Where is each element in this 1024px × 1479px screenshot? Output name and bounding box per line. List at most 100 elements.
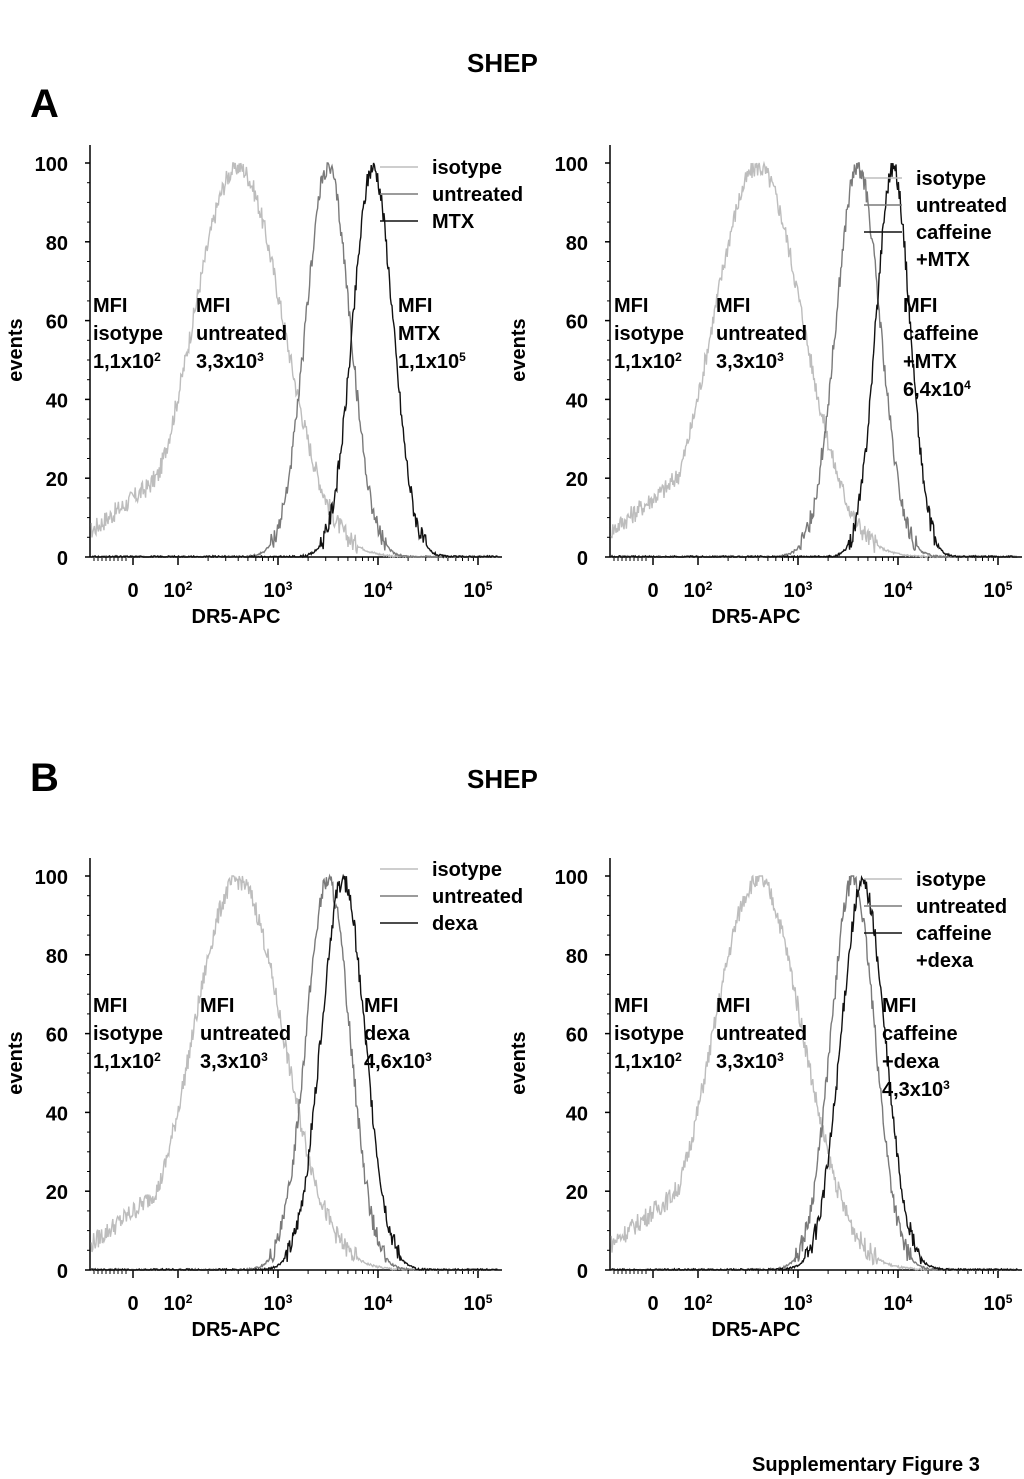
mfi-annotation: MFI xyxy=(614,295,648,317)
x-axis-label: DR5-APC xyxy=(712,606,801,628)
y-tick-label: 80 xyxy=(566,946,588,968)
mfi-annotation: 1,1x102 xyxy=(614,350,682,373)
x-tick-label: 0 xyxy=(647,1293,658,1315)
mfi-annotation: isotype xyxy=(614,1023,684,1045)
mfi-annotation: MFI xyxy=(200,995,234,1017)
mfi-annotation: 4,6x103 xyxy=(364,1050,432,1073)
x-tick-label: 102 xyxy=(164,579,193,602)
legend-label: MTX xyxy=(432,211,475,233)
mfi-annotation: 3,3x103 xyxy=(716,350,784,373)
mfi-annotation: MFI xyxy=(716,295,750,317)
series-mtx-curve xyxy=(91,162,499,559)
mfi-annotation: 3,3x103 xyxy=(200,1050,268,1073)
series-untreated-curve xyxy=(91,873,499,1272)
legend-label: untreated xyxy=(916,195,1007,217)
y-tick-label: 80 xyxy=(46,946,68,968)
y-tick-label: 60 xyxy=(46,312,68,334)
x-tick-label: 104 xyxy=(364,579,393,602)
y-tick-label: 100 xyxy=(35,867,68,889)
legend-label: caffeine xyxy=(916,923,992,945)
legend-label: untreated xyxy=(916,896,1007,918)
legend-label: isotype xyxy=(432,157,502,179)
series-caffeine-dexa-curve xyxy=(610,874,1019,1272)
mfi-annotation: 1,1x105 xyxy=(398,350,466,373)
mfi-annotation: MFI xyxy=(614,995,648,1017)
x-tick-label: 104 xyxy=(884,1292,913,1315)
legend-label: dexa xyxy=(432,913,478,935)
series-dexa-curve xyxy=(90,873,499,1272)
mfi-annotation: MFI xyxy=(196,295,230,317)
y-tick-label: 20 xyxy=(46,469,68,491)
legend-label: +MTX xyxy=(916,249,971,271)
figure-caption: Supplementary Figure 3 xyxy=(752,1454,980,1476)
mfi-annotation: 1,1x102 xyxy=(614,1050,682,1073)
y-tick-label: 20 xyxy=(566,1182,588,1204)
mfi-annotation: isotype xyxy=(93,323,163,345)
mfi-annotation: isotype xyxy=(93,1023,163,1045)
chart-B-left: 0 20 40 60 80 100 events 0 102 103 104 105 DR5-APC is… xyxy=(5,858,523,1341)
x-tick-label: 102 xyxy=(164,1292,193,1315)
y-axis-label: events xyxy=(508,1031,530,1094)
y-tick-label: 0 xyxy=(577,1261,588,1283)
mfi-annotation: +dexa xyxy=(882,1051,940,1073)
x-axis-label: DR5-APC xyxy=(192,1319,281,1341)
y-tick-label: 40 xyxy=(46,390,68,412)
y-tick-label: 100 xyxy=(35,154,68,176)
x-tick-label: 104 xyxy=(884,579,913,602)
mfi-annotation: untreated xyxy=(716,323,807,345)
legend-label: isotype xyxy=(916,168,986,190)
chart-A-left: 0 20 40 60 80 100 events 0 102 103 104 105 DR5-APC is… xyxy=(5,145,523,628)
y-tick-label: 40 xyxy=(46,1103,68,1125)
mfi-annotation: 1,1x102 xyxy=(93,1050,161,1073)
mfi-annotation: untreated xyxy=(200,1023,291,1045)
y-tick-label: 80 xyxy=(566,233,588,255)
x-tick-label: 105 xyxy=(464,579,493,602)
y-tick-label: 40 xyxy=(566,1103,588,1125)
section-a-title: SHEP xyxy=(467,48,538,78)
mfi-annotation: 6,4x104 xyxy=(903,378,971,401)
mfi-annotation: 1,1x102 xyxy=(93,350,161,373)
mfi-annotation: 4,3x103 xyxy=(882,1078,950,1101)
mfi-annotation: dexa xyxy=(364,1023,410,1045)
mfi-annotation: isotype xyxy=(614,323,684,345)
legend-label: isotype xyxy=(916,869,986,891)
x-tick-label: 105 xyxy=(984,579,1013,602)
y-tick-label: 20 xyxy=(46,1182,68,1204)
mfi-annotation: MFI xyxy=(716,995,750,1017)
y-tick-label: 100 xyxy=(555,154,588,176)
legend-label: untreated xyxy=(432,886,523,908)
legend-label: caffeine xyxy=(916,222,992,244)
chart-B-right: 0 20 40 60 80 100 events 0 102 103 104 105 DR5-APC is… xyxy=(508,858,1022,1341)
x-axis-label: DR5-APC xyxy=(712,1319,801,1341)
y-axis-label: events xyxy=(5,1031,27,1094)
mfi-annotation: MFI xyxy=(93,295,127,317)
x-tick-label: 0 xyxy=(127,1293,138,1315)
mfi-annotation: +MTX xyxy=(903,351,958,373)
mfi-annotation: MFI xyxy=(398,295,432,317)
mfi-annotation: MFI xyxy=(93,995,127,1017)
y-tick-label: 60 xyxy=(566,1025,588,1047)
mfi-annotation: 3,3x103 xyxy=(196,350,264,373)
y-tick-label: 0 xyxy=(57,1261,68,1283)
x-tick-label: 103 xyxy=(264,579,293,602)
x-tick-label: 104 xyxy=(364,1292,393,1315)
y-axis-label: events xyxy=(5,318,27,381)
section-b-letter: B xyxy=(30,756,59,800)
x-tick-label: 0 xyxy=(647,580,658,602)
mfi-annotation: MTX xyxy=(398,323,441,345)
y-tick-label: 60 xyxy=(46,1025,68,1047)
x-tick-label: 105 xyxy=(984,1292,1013,1315)
mfi-annotation: MFI xyxy=(903,295,937,317)
x-tick-label: 103 xyxy=(784,1292,813,1315)
series-untreated-curve xyxy=(611,875,1018,1272)
series-caffeine-mtx-curve xyxy=(610,162,1018,559)
y-tick-label: 0 xyxy=(57,548,68,570)
mfi-annotation: untreated xyxy=(716,1023,807,1045)
section-b-title: SHEP xyxy=(467,764,538,794)
y-tick-label: 100 xyxy=(555,867,588,889)
legend-label: untreated xyxy=(432,184,523,206)
mfi-annotation: MFI xyxy=(364,995,398,1017)
mfi-annotation: caffeine xyxy=(882,1023,958,1045)
legend-label: isotype xyxy=(432,859,502,881)
series-isotype-curve xyxy=(90,875,498,1272)
